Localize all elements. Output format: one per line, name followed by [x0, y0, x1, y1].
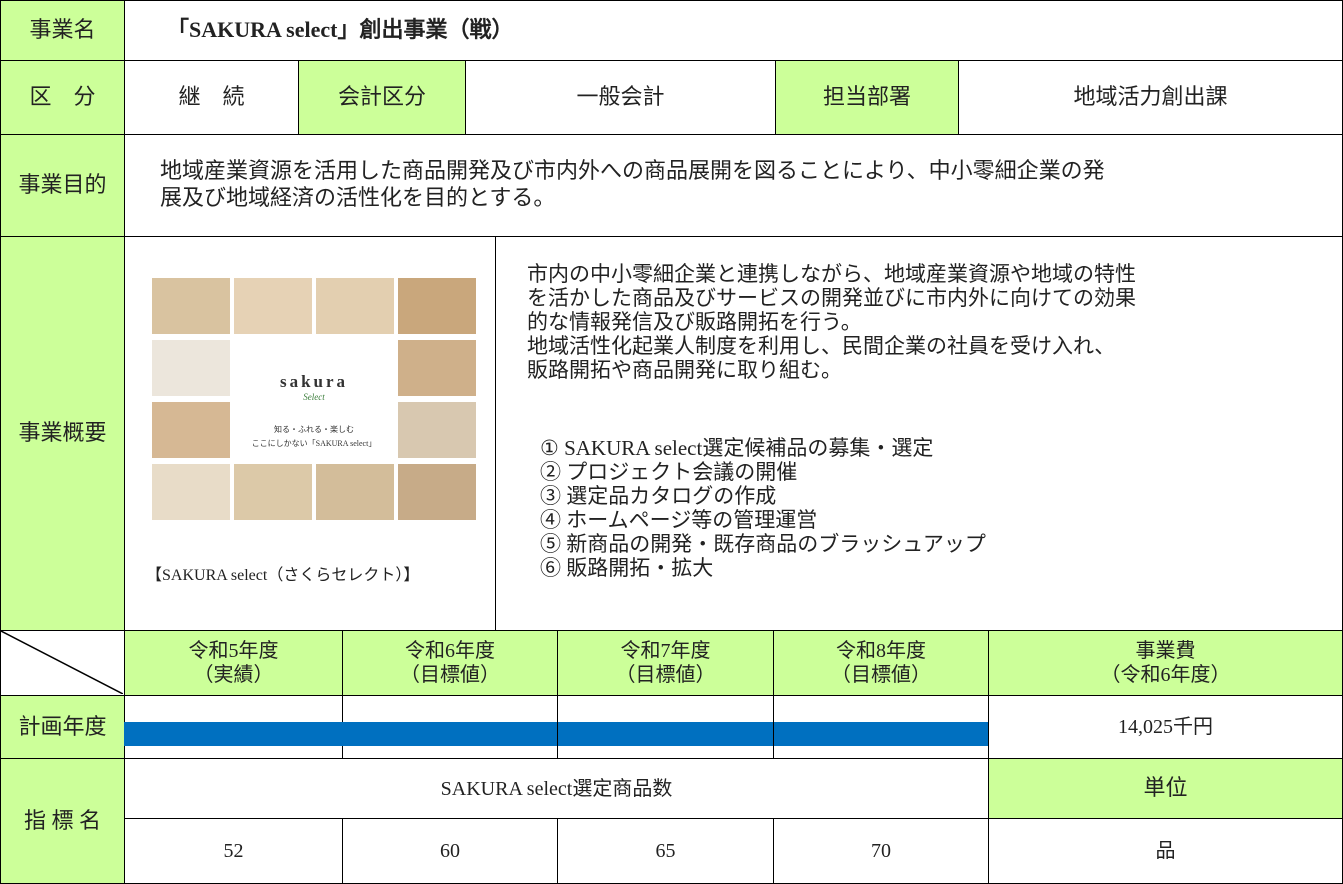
indicator-value: 65: [655, 840, 676, 862]
photo-tile: [152, 402, 230, 458]
year: 令和8年度: [836, 640, 926, 662]
label: 事業目的: [18, 172, 107, 198]
year-cell: 令和5年度 （実績）: [124, 630, 343, 696]
plan-bar: [124, 722, 343, 746]
cost-cell: 14,025千円: [988, 695, 1343, 759]
item: ③ 選定品カタログの作成: [540, 484, 777, 508]
label-cell: 事業目的: [0, 134, 125, 237]
label: 会計区分: [337, 84, 426, 110]
label-cell: 会計区分: [298, 60, 466, 135]
label: 計画年度: [18, 713, 107, 739]
year-cell: 令和7年度 （目標値）: [557, 630, 774, 696]
cost: 14,025千円: [1118, 716, 1213, 738]
unit-label-cell: 単位: [988, 758, 1343, 819]
value-cell: 70: [773, 818, 989, 884]
description: 市内の中小零細企業と連携しながら、地域産業資源や地域の特性 を活かした商品及びサ…: [527, 262, 1136, 382]
item-list: ① SAKURA select選定候補品の募集・選定 ② プロジェクト会議の開催…: [540, 436, 986, 580]
year: 令和5年度: [188, 640, 279, 662]
label: 事業名: [29, 17, 96, 43]
label: 事業概要: [18, 420, 107, 446]
purpose-text: 地域産業資源を活用した商品開発及び市内外への商品展開を図ることにより、中小零細企…: [160, 157, 1105, 211]
logo: sakura: [279, 372, 349, 391]
tagline: 知る・ふれる・楽しむ: [274, 425, 354, 434]
item: ① SAKURA select選定候補品の募集・選定: [540, 436, 934, 460]
label-cell: 指 標 名: [0, 758, 125, 884]
photo-tile: [234, 278, 312, 334]
title: 「SAKURA select」創出事業（戦）: [167, 17, 514, 43]
indicator-name: SAKURA select選定商品数: [440, 777, 673, 800]
indicator-name-cell: SAKURA select選定商品数: [124, 758, 989, 819]
description-line: を活かした商品及びサービスの開発並びに市内外に向けての効果: [527, 286, 1136, 310]
value-cell: 60: [342, 818, 558, 884]
year-note: （目標値）: [831, 664, 931, 686]
photo-tile: [234, 464, 312, 520]
label-cell: 事業概要: [0, 236, 125, 631]
item: ④ ホームページ等の管理運営: [540, 508, 818, 532]
item: ⑥ 販路開拓・拡大: [540, 556, 714, 580]
purpose-line: 展及び地域経済の活性化を目的とする。: [160, 185, 556, 210]
photo-tile: [398, 402, 476, 458]
cost-header: 事業費: [1135, 640, 1196, 662]
unit-label: 単位: [1143, 775, 1188, 801]
label: 指 標 名: [23, 807, 101, 833]
value-cell: 一般会計: [465, 60, 776, 135]
item: ② プロジェクト会議の開催: [540, 460, 798, 484]
label-cell: 計画年度: [0, 695, 125, 759]
title-cell: 「SAKURA select」創出事業（戦）: [124, 0, 1343, 61]
photo-tile: [398, 340, 476, 396]
plan-bar: [774, 722, 988, 746]
logo-sub: Select: [303, 392, 325, 402]
diagonal: [1, 631, 123, 694]
tagline: ここにしかない「SAKURA select」: [251, 439, 377, 448]
photo-tile: [316, 464, 394, 520]
cost-header-cell: 事業費 （令和6年度）: [988, 630, 1343, 696]
label-cell: 事業名: [0, 0, 125, 61]
value: 継 続: [178, 84, 245, 110]
photo-tile: [316, 278, 394, 334]
photo-tile: [152, 278, 230, 334]
year-note: （目標値）: [400, 664, 500, 686]
year-cell: 令和8年度 （目標値）: [773, 630, 989, 696]
indicator-value: 52: [223, 840, 244, 862]
indicator-value: 70: [871, 840, 891, 862]
logo-area: [234, 340, 394, 458]
indicator-value: 60: [440, 840, 460, 862]
corner-cell: [0, 630, 125, 696]
photo-tile: [152, 464, 230, 520]
value-cell: 65: [557, 818, 774, 884]
description-line: 的な情報発信及び販路開拓を行う。: [527, 310, 862, 334]
value: 地域活力創出課: [1073, 84, 1228, 110]
cost-header-note: （令和6年度）: [1100, 664, 1231, 686]
year: 令和6年度: [405, 640, 495, 662]
unit: 品: [1155, 840, 1176, 862]
description-line: 販路開拓や商品開発に取り組む。: [527, 358, 842, 382]
plan-bar: [558, 722, 773, 746]
photo-tile: [152, 340, 230, 396]
year-note: （目標値）: [615, 664, 716, 686]
label: 区 分: [29, 84, 96, 110]
unit-cell: 品: [988, 818, 1343, 884]
item: ⑤ 新商品の開発・既存商品のブラッシュアップ: [540, 532, 986, 556]
value: 一般会計: [576, 84, 665, 110]
label-cell: 区 分: [0, 60, 125, 135]
image-caption: 【SAKURA select（さくらセレクト）】: [146, 567, 420, 584]
photo-tile: [398, 464, 476, 520]
value-cell: 継 続: [124, 60, 299, 135]
photo-tile: [398, 278, 476, 334]
label-cell: 担当部署: [775, 60, 959, 135]
value-cell: 52: [124, 818, 343, 884]
year-note: （実績）: [193, 664, 274, 686]
year: 令和7年度: [620, 640, 711, 662]
description-line: 地域活性化起業人制度を利用し、民間企業の社員を受け入れ、: [527, 334, 1116, 358]
plan-bar: [343, 722, 557, 746]
value-cell: 地域活力創出課: [958, 60, 1343, 135]
description-line: 市内の中小零細企業と連携しながら、地域産業資源や地域の特性: [527, 262, 1136, 286]
label: 担当部署: [822, 84, 911, 110]
purpose-line: 地域産業資源を活用した商品開発及び市内外への商品展開を図ることにより、中小零細企…: [160, 158, 1105, 183]
year-cell: 令和6年度 （目標値）: [342, 630, 558, 696]
